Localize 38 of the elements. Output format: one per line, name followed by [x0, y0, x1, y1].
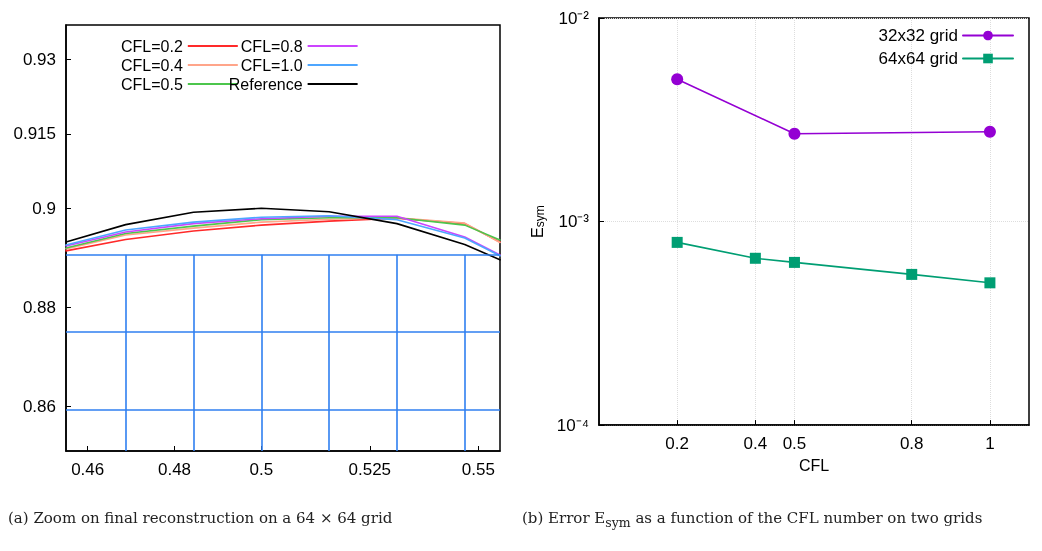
- x-tick-label: 0.55: [461, 460, 495, 479]
- point: [671, 236, 683, 248]
- x-tick-label: 0.46: [71, 460, 105, 479]
- legend-label: 64x64 grid: [878, 49, 958, 68]
- y-axis-title: Esym: [528, 205, 547, 238]
- y-tick-label: 10⁻²: [558, 8, 590, 28]
- legend-label: CFL=0.2: [121, 37, 183, 55]
- x-axis-title: CFL: [798, 456, 830, 474]
- x-tick-label: 0.8: [899, 434, 924, 454]
- point: [749, 252, 761, 264]
- point: [906, 268, 918, 280]
- x-tick-label: 0.5: [782, 434, 807, 454]
- legend-label: CFL=1.0: [240, 56, 303, 74]
- y-tick-label: 0.915: [13, 124, 56, 144]
- point: [671, 73, 684, 86]
- text: (a) Zoom on final reconstruction on a 64 × 64 grid: [8, 508, 394, 528]
- x-tick-label: 0.525: [348, 460, 392, 479]
- x-tick-label: 0.4: [743, 434, 768, 454]
- point: [788, 256, 800, 268]
- y-tick-label: 0.93: [22, 50, 56, 70]
- legend-label: CFL=0.8: [240, 37, 303, 55]
- legend-label: CFL=0.5: [121, 75, 183, 93]
- x-tick-label: 0.2: [665, 434, 689, 454]
- x-tick-label: 0.5: [249, 460, 274, 479]
- y-tick-label: 10⁻³: [558, 212, 590, 232]
- y-tick-label: 0.9: [32, 198, 56, 218]
- text: (b) Error E$_{sym}$ as a function of the CFL number on two grids: [522, 508, 984, 532]
- y-tick-label: 10⁻⁴: [556, 415, 589, 435]
- legend-label: Reference: [228, 75, 303, 93]
- x-tick-label: 1: [985, 434, 995, 454]
- point: [788, 127, 801, 140]
- legend-label: 32x32 grid: [878, 26, 958, 45]
- legend-label: CFL=0.4: [121, 56, 183, 74]
- x-tick-label: 0.48: [157, 460, 192, 479]
- y-tick-label: 0.88: [22, 297, 56, 317]
- point: [984, 277, 996, 289]
- y-tick-label: 0.86: [22, 396, 56, 416]
- point: [983, 125, 996, 138]
